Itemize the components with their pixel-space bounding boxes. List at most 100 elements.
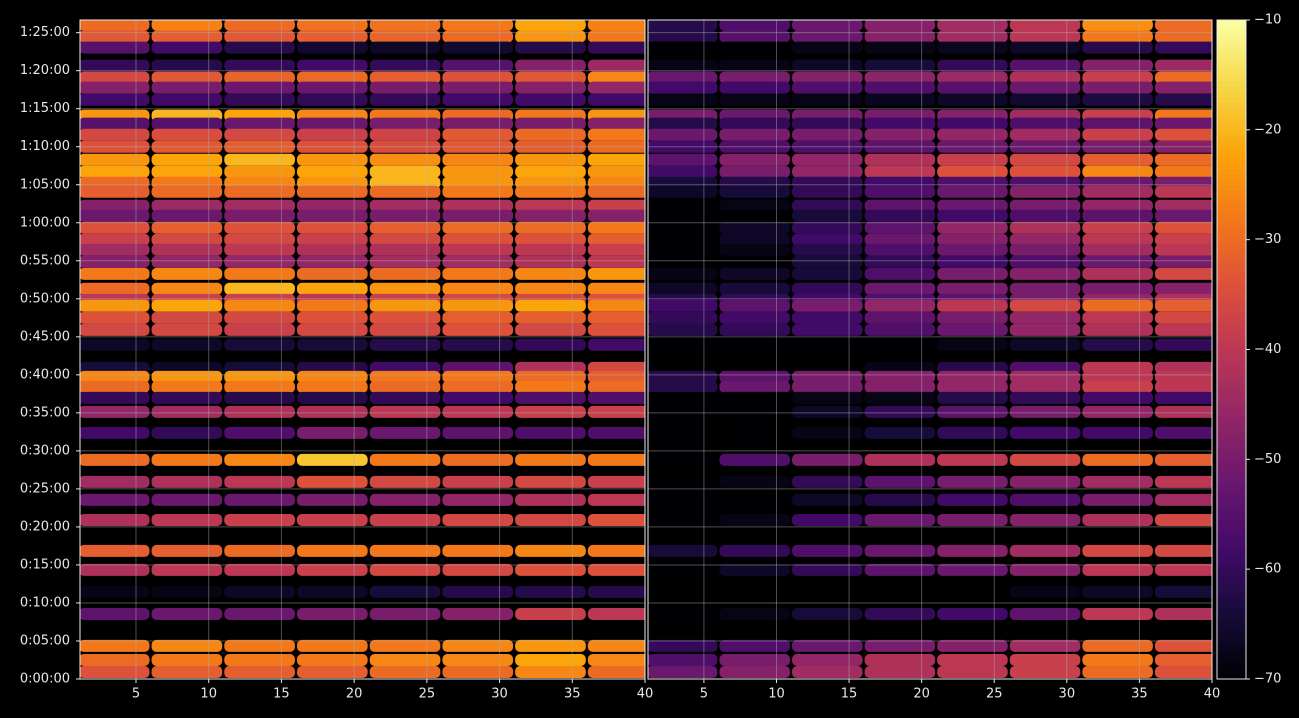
heat-cell (296, 128, 368, 141)
heat-cell (719, 323, 790, 336)
heat-cell (1154, 59, 1212, 72)
colorbar-segment (1217, 135, 1246, 142)
heat-cell (296, 338, 368, 351)
heat-cell (80, 20, 150, 31)
heat-cell (442, 71, 514, 84)
heat-cell (1009, 338, 1081, 351)
heat-cell (369, 30, 441, 43)
heat-cell (791, 311, 863, 324)
colorbar-segment (1217, 30, 1246, 38)
heat-cell (1154, 93, 1212, 106)
heat-cell (442, 453, 514, 466)
heat-cell (80, 140, 150, 153)
heat-cell (1082, 117, 1153, 130)
colorbar-segment (1217, 234, 1246, 241)
colorbar-segment (1217, 563, 1246, 570)
heat-cell (864, 221, 936, 234)
heat-cell (791, 209, 863, 222)
heat-cell (791, 140, 863, 153)
heat-cell (151, 380, 223, 393)
heat-cell (648, 639, 718, 652)
heat-cell (719, 585, 790, 598)
heat-cell (80, 41, 150, 54)
heat-cell (587, 311, 645, 324)
heat-cell (442, 585, 514, 598)
heat-cell (442, 338, 514, 351)
heat-cell (719, 338, 790, 351)
heat-cell (1154, 370, 1212, 383)
heat-cell (369, 666, 441, 679)
heat-cell (791, 117, 863, 130)
heat-cell (1154, 426, 1212, 439)
heat-cell (442, 405, 514, 418)
heat-cell (515, 585, 586, 598)
heat-cell (719, 140, 790, 153)
heat-cell (369, 391, 441, 404)
heat-cell (80, 370, 150, 383)
heat-cell (442, 391, 514, 404)
heat-cell (80, 563, 150, 576)
x-tick-label: 35 (1131, 687, 1148, 702)
heat-cell (151, 653, 223, 666)
heat-cell (224, 585, 295, 598)
heat-cell (791, 653, 863, 666)
heat-cell (937, 513, 1008, 526)
colorbar-segment (1217, 47, 1246, 54)
heat-cell (648, 475, 718, 488)
colorbar-segment (1217, 316, 1246, 323)
heat-cell (719, 513, 790, 526)
heat-cell (648, 666, 718, 679)
heat-cell (515, 20, 586, 31)
heat-cell (1009, 453, 1081, 466)
heat-cell (442, 607, 514, 620)
heat-cell (515, 185, 586, 198)
colorbar-segment (1217, 184, 1246, 191)
heat-cell (719, 426, 790, 439)
colorbar-segment (1217, 508, 1246, 515)
colorbar-segment (1217, 525, 1246, 532)
heat-cell (587, 267, 645, 280)
heat-cell (1082, 282, 1153, 295)
heat-cell (1009, 20, 1081, 31)
heat-cell (224, 221, 295, 234)
y-tick-label: 1:15:00 (20, 101, 70, 116)
heat-cell (369, 513, 441, 526)
heat-cell (791, 93, 863, 106)
colorbar-segment (1217, 63, 1246, 71)
heat-cell (791, 544, 863, 557)
heat-cell (1154, 185, 1212, 198)
heat-cell (442, 93, 514, 106)
heat-cell (937, 639, 1008, 652)
heat-cell (80, 71, 150, 84)
heat-cell (369, 81, 441, 94)
heat-cell (80, 513, 150, 526)
heat-cell (151, 666, 223, 679)
heat-cell (296, 209, 368, 222)
heat-cell (1009, 544, 1081, 557)
heat-cell (937, 267, 1008, 280)
colorbar-segment (1217, 179, 1246, 186)
heat-cell (515, 370, 586, 383)
heat-cell (1154, 282, 1212, 295)
colorbar-segment (1217, 607, 1246, 614)
panel-frame (79, 19, 646, 680)
heat-cell (224, 370, 295, 383)
heat-cell (648, 380, 718, 393)
heat-cell (791, 267, 863, 280)
heat-cell (80, 267, 150, 280)
heat-cell (1009, 209, 1081, 222)
heat-cell (719, 255, 790, 268)
heat-cell (442, 563, 514, 576)
heat-cell (151, 426, 223, 439)
heat-cell (515, 282, 586, 295)
colorbar-segment (1217, 91, 1246, 98)
heat-cell (151, 267, 223, 280)
heat-cell (587, 563, 645, 576)
heat-cell (864, 299, 936, 312)
colorbar-segment (1217, 124, 1246, 131)
heat-cell (369, 607, 441, 620)
heat-cell (224, 20, 295, 31)
heat-cell (648, 493, 718, 506)
heat-cell (369, 41, 441, 54)
heat-cell (515, 607, 586, 620)
